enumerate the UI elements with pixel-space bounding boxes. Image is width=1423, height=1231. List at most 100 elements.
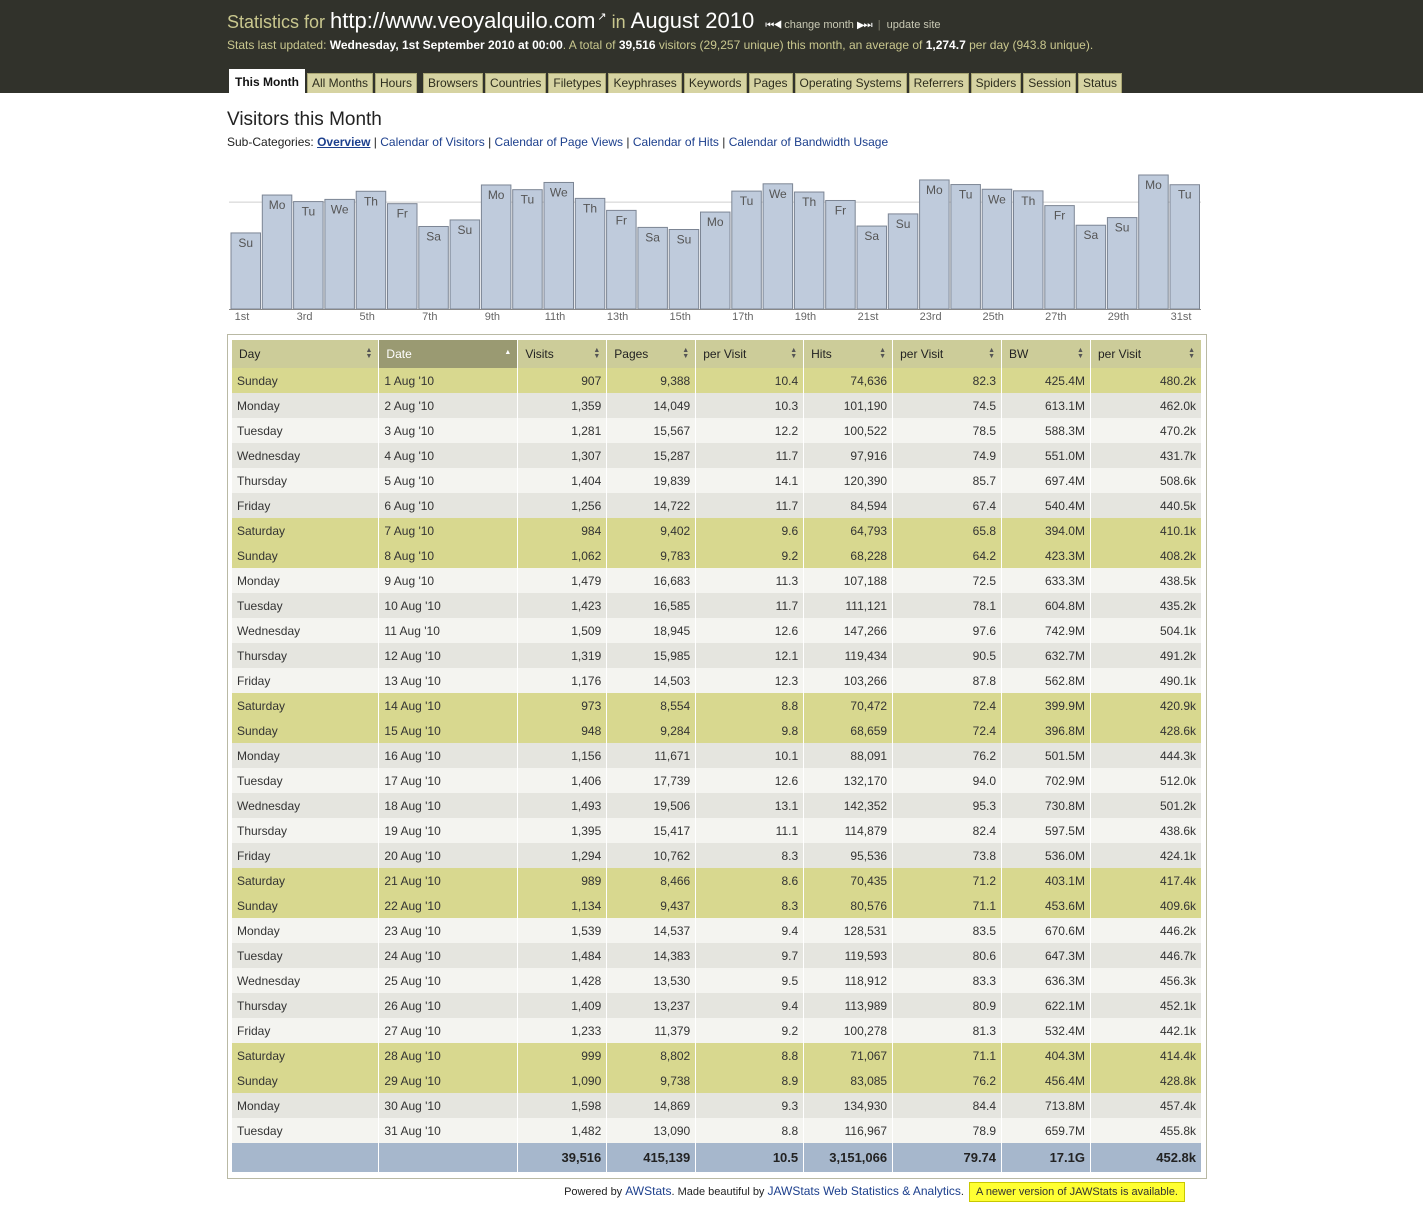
chart-bar-2nd[interactable]: [261, 194, 293, 310]
cell-pages-per-visit: 9.8: [695, 718, 805, 743]
update-site-link[interactable]: update site: [886, 19, 941, 31]
chart-bar-12th[interactable]: [574, 197, 606, 310]
cell-day: Thursday: [232, 993, 380, 1018]
cell-date: 28 Aug '10: [378, 1043, 519, 1068]
tab-browsers[interactable]: Browsers: [423, 73, 484, 93]
tab-hours[interactable]: Hours: [375, 73, 418, 93]
tab-session[interactable]: Session: [1023, 73, 1076, 93]
chart-bar-9th[interactable]: [480, 184, 512, 310]
chart-bar-15th[interactable]: [668, 229, 700, 310]
cell-bandwidth: 425.4M: [1001, 368, 1091, 393]
cell-bandwidth: 536.0M: [1001, 843, 1091, 868]
tab-keyphrases[interactable]: Keyphrases: [608, 73, 682, 93]
col-header-bw-per-visit[interactable]: per Visit ▲ ▼: [1090, 340, 1203, 368]
tab-all-months[interactable]: All Months: [306, 73, 374, 93]
table-row: Thursday 5 Aug '10 1,404 19,839 14.1 120,390 8…: [232, 468, 1203, 493]
cell-bandwidth: 633.3M: [1001, 568, 1091, 593]
cell-hits-per-visit: 72.4: [892, 693, 1003, 718]
tab-spiders[interactable]: Spiders: [970, 73, 1022, 93]
table-row: Sunday 29 Aug '10 1,090 9,738 8.9 83,085 76.2 4…: [232, 1068, 1203, 1093]
col-header-bandwidth[interactable]: BW ▲ ▼: [1001, 340, 1091, 368]
cell-bandwidth: 604.8M: [1001, 593, 1091, 618]
cell-bw-per-visit: 435.2k: [1090, 593, 1203, 618]
cell-bandwidth: 404.3M: [1001, 1043, 1091, 1068]
cell-visits: 1,090: [517, 1068, 608, 1093]
chart-bar-11th[interactable]: [543, 181, 574, 310]
average-per-day: 1,274.7: [925, 38, 966, 52]
tab-filetypes[interactable]: Filetypes: [548, 73, 607, 93]
site-url-link[interactable]: http://www.veoyalquilo.com: [330, 8, 596, 33]
tab-this-month[interactable]: This Month: [229, 69, 305, 93]
chart-bar-7th[interactable]: [418, 225, 449, 310]
col-header-day[interactable]: Day ▲ ▼: [232, 340, 380, 368]
external-link-icon[interactable]: ↗: [597, 11, 607, 23]
col-header-pages[interactable]: Pages ▲ ▼: [606, 340, 697, 368]
col-header-visits[interactable]: Visits ▲ ▼: [517, 340, 608, 368]
chart-bar-30th[interactable]: [1138, 174, 1169, 310]
sort-ascending-icon: ▲: [504, 349, 512, 356]
total-mid: visitors (29,257 unique) this month, an …: [658, 38, 923, 52]
chart-bar-5th[interactable]: [355, 190, 387, 310]
cell-visits: 1,176: [517, 668, 608, 693]
table-row: Sunday 1 Aug '10 907 9,388 10.4 74,636 82.3 425…: [232, 368, 1203, 393]
chart-bar-14th[interactable]: [637, 226, 668, 310]
col-header-hits[interactable]: Hits ▲ ▼: [803, 340, 894, 368]
col-header-hits-per-visit[interactable]: per Visit ▲ ▼: [892, 340, 1003, 368]
table-row: Friday 20 Aug '10 1,294 10,762 8.3 95,536 73.8…: [232, 843, 1203, 868]
chart-bar-24th[interactable]: [950, 184, 981, 310]
next-month-icon[interactable]: ▶⏭: [856, 20, 873, 31]
cell-day: Sunday: [232, 893, 380, 918]
sub-categories: Sub-Categories: Overview | Calendar of V…: [227, 135, 889, 149]
cell-pages-per-visit: 12.6: [695, 618, 805, 643]
subcat-calendar-hits[interactable]: Calendar of Hits: [632, 135, 719, 149]
chart-bar-31st[interactable]: [1169, 184, 1200, 310]
tab-operating-systems[interactable]: Operating Systems: [794, 73, 907, 93]
chart-bar-22nd[interactable]: [887, 213, 919, 310]
cell-hits-per-visit: 73.8: [892, 843, 1003, 868]
cell-day: Wednesday: [232, 618, 380, 643]
chart-bar-17th[interactable]: [731, 190, 762, 310]
jawstats-link[interactable]: JAWStats Web Statistics & Analytics: [767, 1184, 961, 1198]
subcat-calendar-page-views[interactable]: Calendar of Page Views: [494, 135, 624, 149]
col-header-date[interactable]: Date ▲: [378, 340, 519, 368]
col-header-pages-per-visit[interactable]: per Visit ▲ ▼: [695, 340, 805, 368]
chart-day-label: Sa: [645, 230, 660, 244]
cell-hits-per-visit: 83.5: [892, 918, 1003, 943]
tab-pages[interactable]: Pages: [748, 73, 793, 93]
chart-bar-3rd[interactable]: [293, 201, 324, 310]
chart-bar-18th[interactable]: [762, 183, 794, 310]
cell-pages: 9,284: [606, 718, 697, 743]
tab-keywords[interactable]: Keywords: [683, 73, 747, 93]
chart-bar-8th[interactable]: [449, 219, 481, 310]
chart-bar-10th[interactable]: [512, 189, 543, 310]
chart-bar-13th[interactable]: [606, 209, 637, 310]
chart-bar-25th[interactable]: [981, 188, 1013, 310]
newer-version-notice[interactable]: A newer version of JAWStats is available…: [969, 1182, 1185, 1202]
chart-bar-23rd[interactable]: [919, 179, 950, 310]
subcat-calendar-bandwidth[interactable]: Calendar of Bandwidth Usage: [728, 135, 889, 149]
chart-bar-20th[interactable]: [825, 199, 856, 310]
sort-icon: ▲ ▼: [365, 347, 373, 360]
chart-tick-label: 29th: [1108, 311, 1129, 323]
chart-tick-label: 7th: [422, 311, 437, 323]
cell-date: 29 Aug '10: [378, 1068, 519, 1093]
chart-bar-21st[interactable]: [856, 225, 887, 310]
chart-bar-16th[interactable]: [700, 211, 731, 310]
chart-bar-19th[interactable]: [793, 191, 825, 310]
cell-date: 8 Aug '10: [378, 543, 519, 568]
tab-status[interactable]: Status: [1077, 73, 1123, 93]
subcat-calendar-visitors[interactable]: Calendar of Visitors: [380, 135, 485, 149]
cell-pages: 19,839: [606, 468, 697, 493]
total-visitors: 39,516: [618, 38, 656, 52]
chart-bar-26th[interactable]: [1013, 190, 1044, 310]
cell-bw-per-visit: 428.8k: [1090, 1068, 1203, 1093]
chart-bar-27th[interactable]: [1044, 205, 1075, 310]
cell-pages-per-visit: 11.7: [695, 493, 805, 518]
tab-countries[interactable]: Countries: [485, 73, 547, 93]
subcat-overview[interactable]: Overview: [317, 135, 371, 149]
chart-bar-6th[interactable]: [387, 203, 418, 310]
tab-referrers[interactable]: Referrers: [908, 73, 969, 93]
previous-month-icon[interactable]: ⏮◀: [765, 20, 782, 31]
change-month-link[interactable]: change month: [784, 19, 854, 31]
awstats-link[interactable]: AWStats: [625, 1184, 672, 1198]
